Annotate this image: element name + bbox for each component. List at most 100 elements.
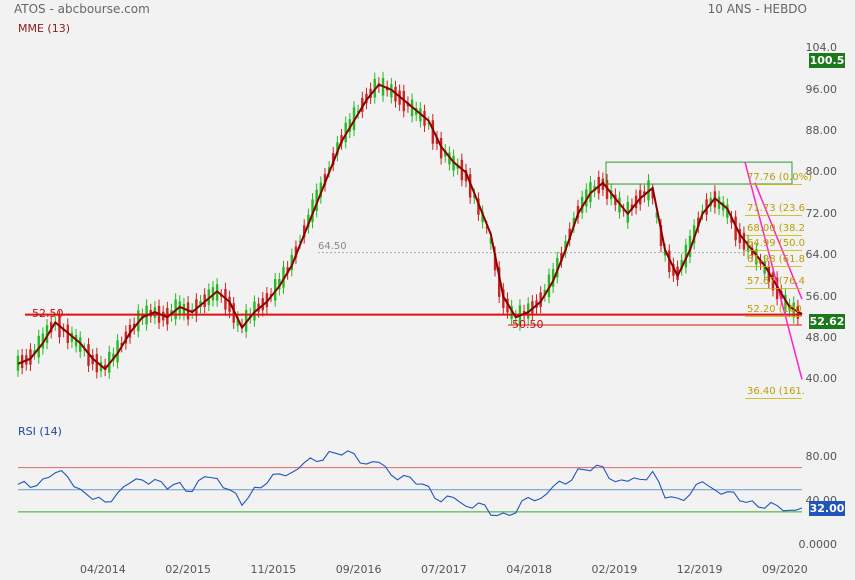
price-y-tick: 64.00 (805, 248, 838, 262)
fib-line (745, 316, 802, 318)
candle-body (697, 217, 700, 227)
rsi-line (17, 450, 803, 517)
candle-body (580, 196, 584, 213)
candle-body (684, 244, 688, 268)
candle-body (344, 122, 347, 143)
fib-label: 36.40 (161. (747, 385, 805, 397)
fib-line (745, 250, 802, 252)
fib-label: 71.73 (23.6 (747, 203, 805, 215)
candle-body (45, 325, 49, 344)
rsi-y-tick: 80.00 (805, 449, 838, 463)
candle-body (311, 199, 314, 223)
rsi-indicator-label: RSI (14) (18, 425, 62, 438)
candle-body (477, 198, 480, 215)
candle-body (622, 209, 625, 211)
candle-body (576, 205, 580, 218)
fib-label: 64.99 (50.0 (747, 238, 805, 250)
price-y-tick: 56.00 (805, 289, 838, 303)
mid-level-label: 64.50 (318, 241, 347, 252)
candle-body (493, 252, 497, 271)
x-tick: 04/2018 (506, 563, 552, 576)
candle-body (282, 266, 285, 288)
candle-body (784, 294, 787, 310)
price-y-tick: 40.00 (805, 372, 838, 386)
x-tick: 02/2015 (165, 563, 211, 576)
candle-body (236, 317, 240, 326)
current-price-badge: 52.62 (809, 314, 845, 329)
candle-body (124, 331, 128, 344)
candle-body (767, 266, 771, 283)
candle-body (506, 298, 509, 313)
price-y-tick: 72.00 (805, 206, 838, 220)
x-tick: 07/2017 (421, 563, 467, 576)
candle-body (730, 217, 733, 223)
candle-body (568, 228, 571, 241)
candle-body (307, 214, 310, 228)
x-tick: 02/2019 (591, 563, 638, 576)
candle-body (303, 225, 306, 238)
candle-body (315, 189, 318, 212)
candle-body (497, 267, 501, 297)
candle-body (676, 266, 679, 280)
period-label: 10 ANS - HEBDO (707, 2, 807, 16)
candle-body (585, 189, 588, 207)
candle-body (547, 274, 551, 298)
candle-body (668, 250, 671, 273)
rsi-reference-lines (18, 467, 802, 513)
candle-body (659, 225, 663, 247)
candle-body (435, 137, 439, 144)
candle-body (564, 241, 567, 252)
price-high-badge: 100.5 (809, 53, 845, 68)
candle-body (473, 194, 476, 198)
candle-body (348, 119, 352, 132)
price-y-tick: 104.0 (805, 41, 838, 55)
fib-line (745, 397, 802, 399)
chart-source-title: ATOS - abcbourse.com (14, 2, 150, 16)
candle-body (651, 189, 654, 199)
fib-line (745, 234, 802, 236)
candle-body (232, 303, 235, 323)
candle-body (680, 259, 683, 270)
candle-body (692, 225, 696, 244)
trend-line-upper (754, 182, 803, 300)
x-tick: 09/2016 (335, 563, 382, 576)
candle-body (327, 167, 331, 172)
candle-body (427, 122, 430, 124)
candle-body (298, 240, 302, 243)
fib-label: 57.67 (76.4 (747, 275, 805, 287)
fib-line (745, 215, 802, 217)
fib-line (745, 184, 802, 186)
candle-body (780, 291, 783, 300)
x-tick: 04/2014 (80, 563, 126, 576)
price-y-tick: 96.00 (805, 82, 838, 96)
fib-line (745, 265, 802, 267)
candle-body (481, 211, 484, 223)
candle-body (489, 237, 493, 244)
candle-body (294, 246, 298, 258)
candle-body (120, 342, 123, 347)
candlesticks (16, 71, 800, 379)
candle-body (510, 305, 513, 319)
support-label-left: 52.50 (32, 307, 64, 320)
candle-body (539, 292, 542, 307)
fib-label: 52.20 (100 (747, 304, 802, 316)
candle-body (352, 107, 356, 131)
candle-body (551, 269, 555, 287)
candle-body (672, 263, 675, 276)
rsi-value-badge: 32.00 (809, 501, 845, 516)
candle-body (323, 174, 327, 186)
x-tick: 09/2020 (762, 563, 808, 576)
candle-body (655, 212, 659, 218)
candle-body (278, 279, 281, 290)
fib-label: 61.98 (61.8 (747, 253, 805, 265)
candle-body (49, 322, 53, 333)
candle-body (556, 258, 559, 278)
candle-body (464, 169, 468, 182)
ema-indicator-label: MME (13) (18, 22, 71, 35)
rsi-y-tick: 0.0000 (798, 538, 838, 551)
ema-line (17, 83, 803, 371)
candle-body (340, 135, 343, 144)
candle-body (41, 333, 45, 349)
candle-body (290, 254, 293, 271)
